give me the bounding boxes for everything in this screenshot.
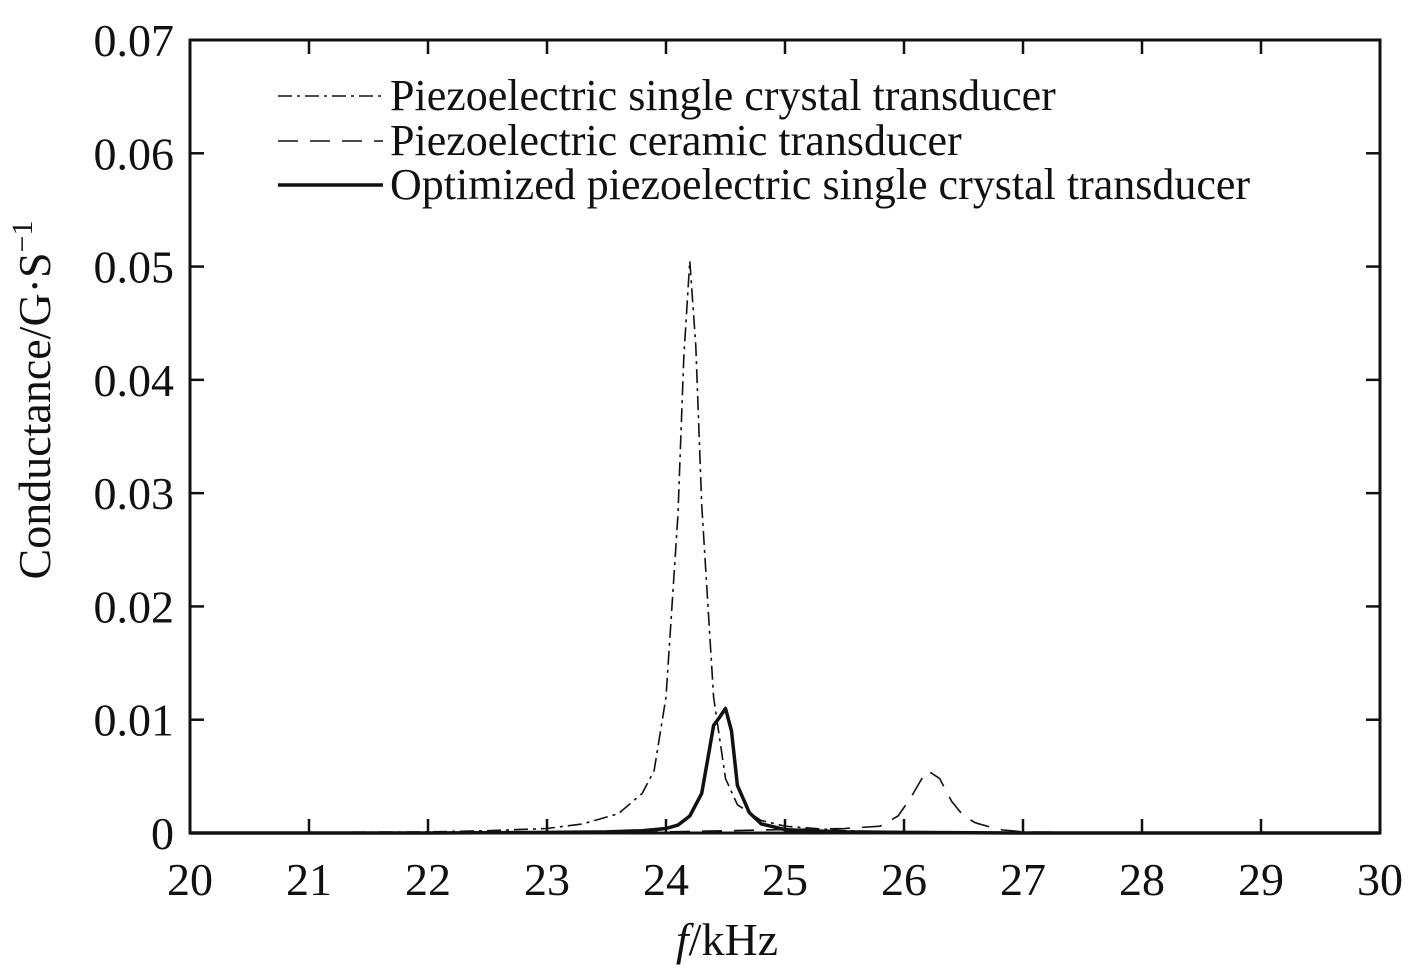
x-axis-title: f/kHz — [676, 914, 778, 965]
y-tick-label-3: 0.03 — [94, 468, 175, 519]
series-layer — [189, 260, 1380, 835]
x-tick-label-21: 21 — [286, 854, 332, 905]
y-tick-label-4: 0.04 — [94, 355, 175, 406]
x-tick-label-25: 25 — [762, 854, 808, 905]
x-tick-label-20: 20 — [167, 854, 213, 905]
legend-label-single-crystal: Piezoelectric single crystal transducer — [390, 71, 1056, 120]
x-tick-label-30: 30 — [1357, 854, 1403, 905]
y-tick-label-0: 0 — [151, 808, 174, 859]
x-tick-label-29: 29 — [1238, 854, 1284, 905]
x-tick-label-23: 23 — [524, 854, 570, 905]
y-axis-ticks: 0 0.01 0.02 0.03 0.04 0.05 0.06 0.07 — [94, 15, 1380, 859]
x-tick-label-26: 26 — [881, 854, 927, 905]
y-tick-label-2: 0.02 — [94, 581, 175, 632]
x-tick-label-22: 22 — [405, 854, 451, 905]
y-axis-title-main: Conductance/G·S — [9, 252, 60, 579]
legend-label-optimized: Optimized piezoelectric single crystal t… — [390, 160, 1250, 209]
legend-label-ceramic: Piezoelectric ceramic transducer — [390, 116, 962, 165]
y-tick-label-6: 0.06 — [94, 128, 175, 179]
series-line-0 — [189, 260, 1380, 834]
y-tick-label-1: 0.01 — [94, 695, 175, 746]
series-line-2 — [190, 706, 1380, 835]
y-tick-label-5: 0.05 — [94, 242, 175, 293]
x-axis-ticks: 20 21 22 23 24 25 26 27 28 29 30 — [167, 40, 1403, 905]
y-axis-title: Conductance/G·S−1 — [6, 221, 60, 580]
y-tick-label-7: 0.07 — [94, 15, 175, 66]
x-tick-label-24: 24 — [643, 854, 689, 905]
y-axis-title-exponent: −1 — [6, 221, 39, 253]
legend: Piezoelectric single crystal transducer … — [278, 71, 1250, 209]
x-axis-title-unit: /kHz — [689, 914, 778, 965]
x-tick-label-28: 28 — [1119, 854, 1165, 905]
x-tick-label-27: 27 — [1000, 854, 1046, 905]
